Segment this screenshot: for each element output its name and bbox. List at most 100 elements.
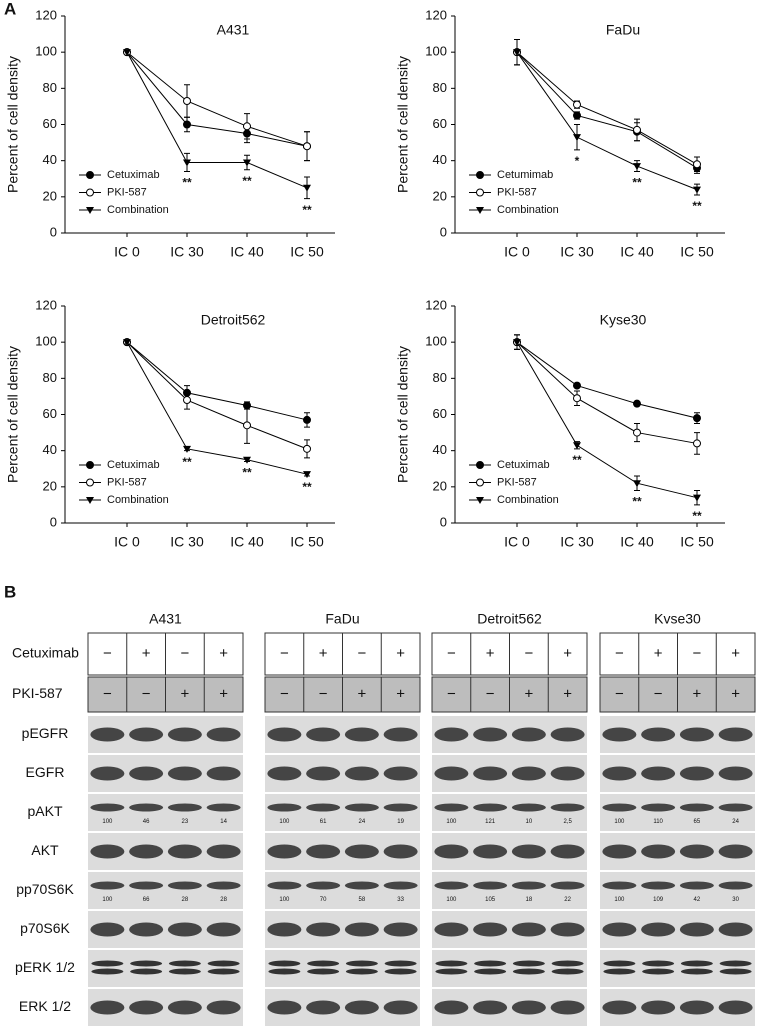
marker <box>573 381 581 390</box>
band-quantification: 24 <box>732 819 739 825</box>
band-quantification: 100 <box>614 897 625 903</box>
band <box>641 922 676 937</box>
marker <box>573 100 581 109</box>
y-tick-label: 60 <box>43 116 57 131</box>
y-tick-label: 120 <box>425 7 447 22</box>
band <box>167 1000 202 1015</box>
marker <box>243 122 251 131</box>
band-quantification: 14 <box>220 819 227 825</box>
band <box>718 1000 753 1015</box>
cell-line-label: Kvse30 <box>654 611 701 627</box>
chart-title: Detroit562 <box>201 312 266 328</box>
band <box>268 968 301 975</box>
band <box>602 881 637 890</box>
band <box>641 881 676 890</box>
marker <box>633 125 641 134</box>
band <box>434 766 469 781</box>
marker <box>86 207 94 214</box>
band-quantification: 100 <box>614 819 625 825</box>
band <box>641 1000 676 1015</box>
band-quantification: 61 <box>320 819 327 825</box>
series-line <box>516 341 698 419</box>
band <box>679 766 714 781</box>
x-tick-label: IC 30 <box>560 244 594 260</box>
band <box>129 1000 164 1015</box>
band <box>434 803 469 812</box>
y-tick-label: 0 <box>440 224 447 239</box>
band <box>383 922 418 937</box>
band <box>719 968 752 975</box>
band-quantification: 33 <box>397 897 404 903</box>
blot-background <box>600 794 755 831</box>
band <box>168 960 201 967</box>
treatment-sign: + <box>142 645 151 662</box>
band <box>550 1000 585 1015</box>
y-tick-label: 40 <box>433 442 447 457</box>
band <box>206 766 241 781</box>
band <box>473 922 508 937</box>
x-tick-label: IC 0 <box>114 244 140 260</box>
band <box>550 803 585 812</box>
treatment-sign: + <box>180 685 189 702</box>
band <box>345 968 378 975</box>
significance-mark: ** <box>302 203 312 217</box>
series-line <box>516 51 698 169</box>
marker <box>633 480 641 488</box>
treatment-sign: + <box>731 685 740 702</box>
treatment-sign: − <box>103 685 112 702</box>
band-quantification: 100 <box>279 897 290 903</box>
band <box>306 881 341 890</box>
series-line <box>126 341 308 421</box>
y-tick-label: 60 <box>433 116 447 131</box>
band <box>129 844 164 859</box>
band <box>344 766 379 781</box>
band <box>344 922 379 937</box>
treatment-sign: − <box>524 645 533 662</box>
treatment-sign: − <box>654 685 663 702</box>
marker <box>513 339 521 347</box>
band <box>91 968 124 975</box>
marker <box>86 188 94 197</box>
x-tick-label: IC 30 <box>170 244 204 260</box>
x-tick-label: IC 30 <box>560 534 594 550</box>
band <box>383 1000 418 1015</box>
band <box>718 922 753 937</box>
protein-label: AKT <box>31 842 59 858</box>
blot-background <box>600 872 755 909</box>
x-tick-label: IC 0 <box>504 244 530 260</box>
band-quantification: 66 <box>143 897 150 903</box>
band <box>206 922 241 937</box>
band <box>90 922 125 937</box>
band-quantification: 100 <box>446 819 457 825</box>
band-quantification: 30 <box>732 897 739 903</box>
marker <box>693 186 701 194</box>
band <box>602 766 637 781</box>
band-quantification: 18 <box>526 897 533 903</box>
marker <box>476 171 484 179</box>
band-quantification: 100 <box>102 819 113 825</box>
marker <box>573 442 581 450</box>
series-line <box>516 51 698 165</box>
band <box>267 844 302 859</box>
blot-background <box>265 950 420 987</box>
band <box>206 803 241 812</box>
marker <box>303 142 311 151</box>
treatment-sign: + <box>396 645 405 662</box>
y-tick-label: 40 <box>43 442 57 457</box>
band <box>130 968 163 975</box>
legend-label: PKI-587 <box>107 476 147 488</box>
x-tick-label: IC 40 <box>620 244 654 260</box>
band <box>90 881 125 890</box>
treatment-sign: + <box>692 685 701 702</box>
y-tick-label: 120 <box>35 7 57 22</box>
y-tick-label: 20 <box>433 188 447 203</box>
y-tick-label: 100 <box>35 44 57 59</box>
series-line <box>516 51 698 191</box>
band <box>603 968 636 975</box>
band <box>551 968 584 975</box>
treatment-sign: + <box>654 645 663 662</box>
band-quantification: 42 <box>694 897 701 903</box>
series-line <box>516 341 698 444</box>
y-axis-label: Percent of cell density <box>5 56 21 193</box>
band <box>306 727 341 742</box>
